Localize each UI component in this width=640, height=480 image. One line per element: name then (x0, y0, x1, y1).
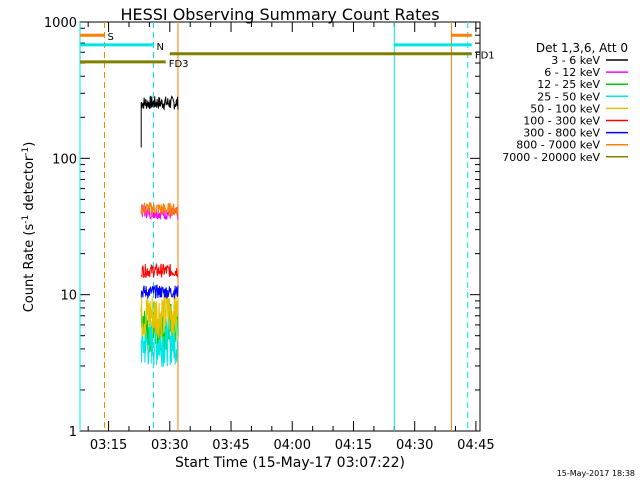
series-line (140, 95, 179, 148)
y-axis-label-end: ) (22, 142, 37, 147)
y-axis-label-mid: detector (22, 155, 37, 215)
series-line (140, 262, 179, 279)
x-tick-label: 04:45 (457, 438, 494, 453)
flag-label: FD1 (475, 51, 495, 62)
legend-label: 800 - 7000 keV (516, 139, 600, 152)
y-tick-label: 100 (52, 152, 77, 167)
series-line (140, 317, 179, 367)
y-tick-label: 10 (60, 289, 77, 304)
legend-label: 7000 - 20000 keV (502, 151, 600, 164)
flag-label: FD3 (169, 59, 189, 70)
x-tick-label: 04:15 (335, 438, 372, 453)
legend-title: Det 1,3,6, Att 0 (536, 41, 628, 55)
legend-label: 50 - 100 keV (530, 102, 600, 115)
series-line (140, 202, 179, 217)
x-axis-label: Start Time (15-May-17 03:07:22) (175, 455, 405, 471)
footer-timestamp: 15-May-2017 18:38 (557, 469, 635, 478)
y-axis-label: Count Rate (s-1 detector-1) (21, 142, 37, 313)
legend-label: 6 - 12 keV (544, 66, 600, 79)
series-line (140, 288, 179, 339)
x-tick-label: 04:30 (396, 438, 433, 453)
x-tick-label: 04:00 (274, 438, 311, 453)
y-tick-label: 1000 (44, 16, 77, 31)
flag-label: N (156, 42, 163, 53)
legend-label: 25 - 50 keV (537, 90, 600, 103)
legend-label: 3 - 6 keV (551, 54, 600, 67)
x-tick-label: 03:15 (90, 438, 127, 453)
y-axis-label-main: Count Rate (s (22, 224, 37, 313)
chart-title: HESSI Observing Summary Count Rates (120, 5, 439, 24)
y-tick-label: 1 (69, 425, 77, 440)
x-tick-label: 03:30 (151, 438, 188, 453)
flag-label: S (107, 32, 113, 43)
legend-label: 100 - 300 keV (523, 115, 600, 128)
plot-frame (79, 21, 481, 432)
legend-label: 300 - 800 keV (523, 127, 600, 140)
x-tick-label: 03:45 (212, 438, 249, 453)
series-line (140, 284, 179, 300)
plot-area: 1 10 100 1000 03:15 03:30 03:45 04:00 04:15 04:30… (44, 16, 495, 453)
legend-label: 12 - 25 keV (537, 78, 600, 91)
y-axis-label-exp2: -1 (21, 147, 31, 156)
y-axis-label-exp1: -1 (21, 215, 31, 224)
